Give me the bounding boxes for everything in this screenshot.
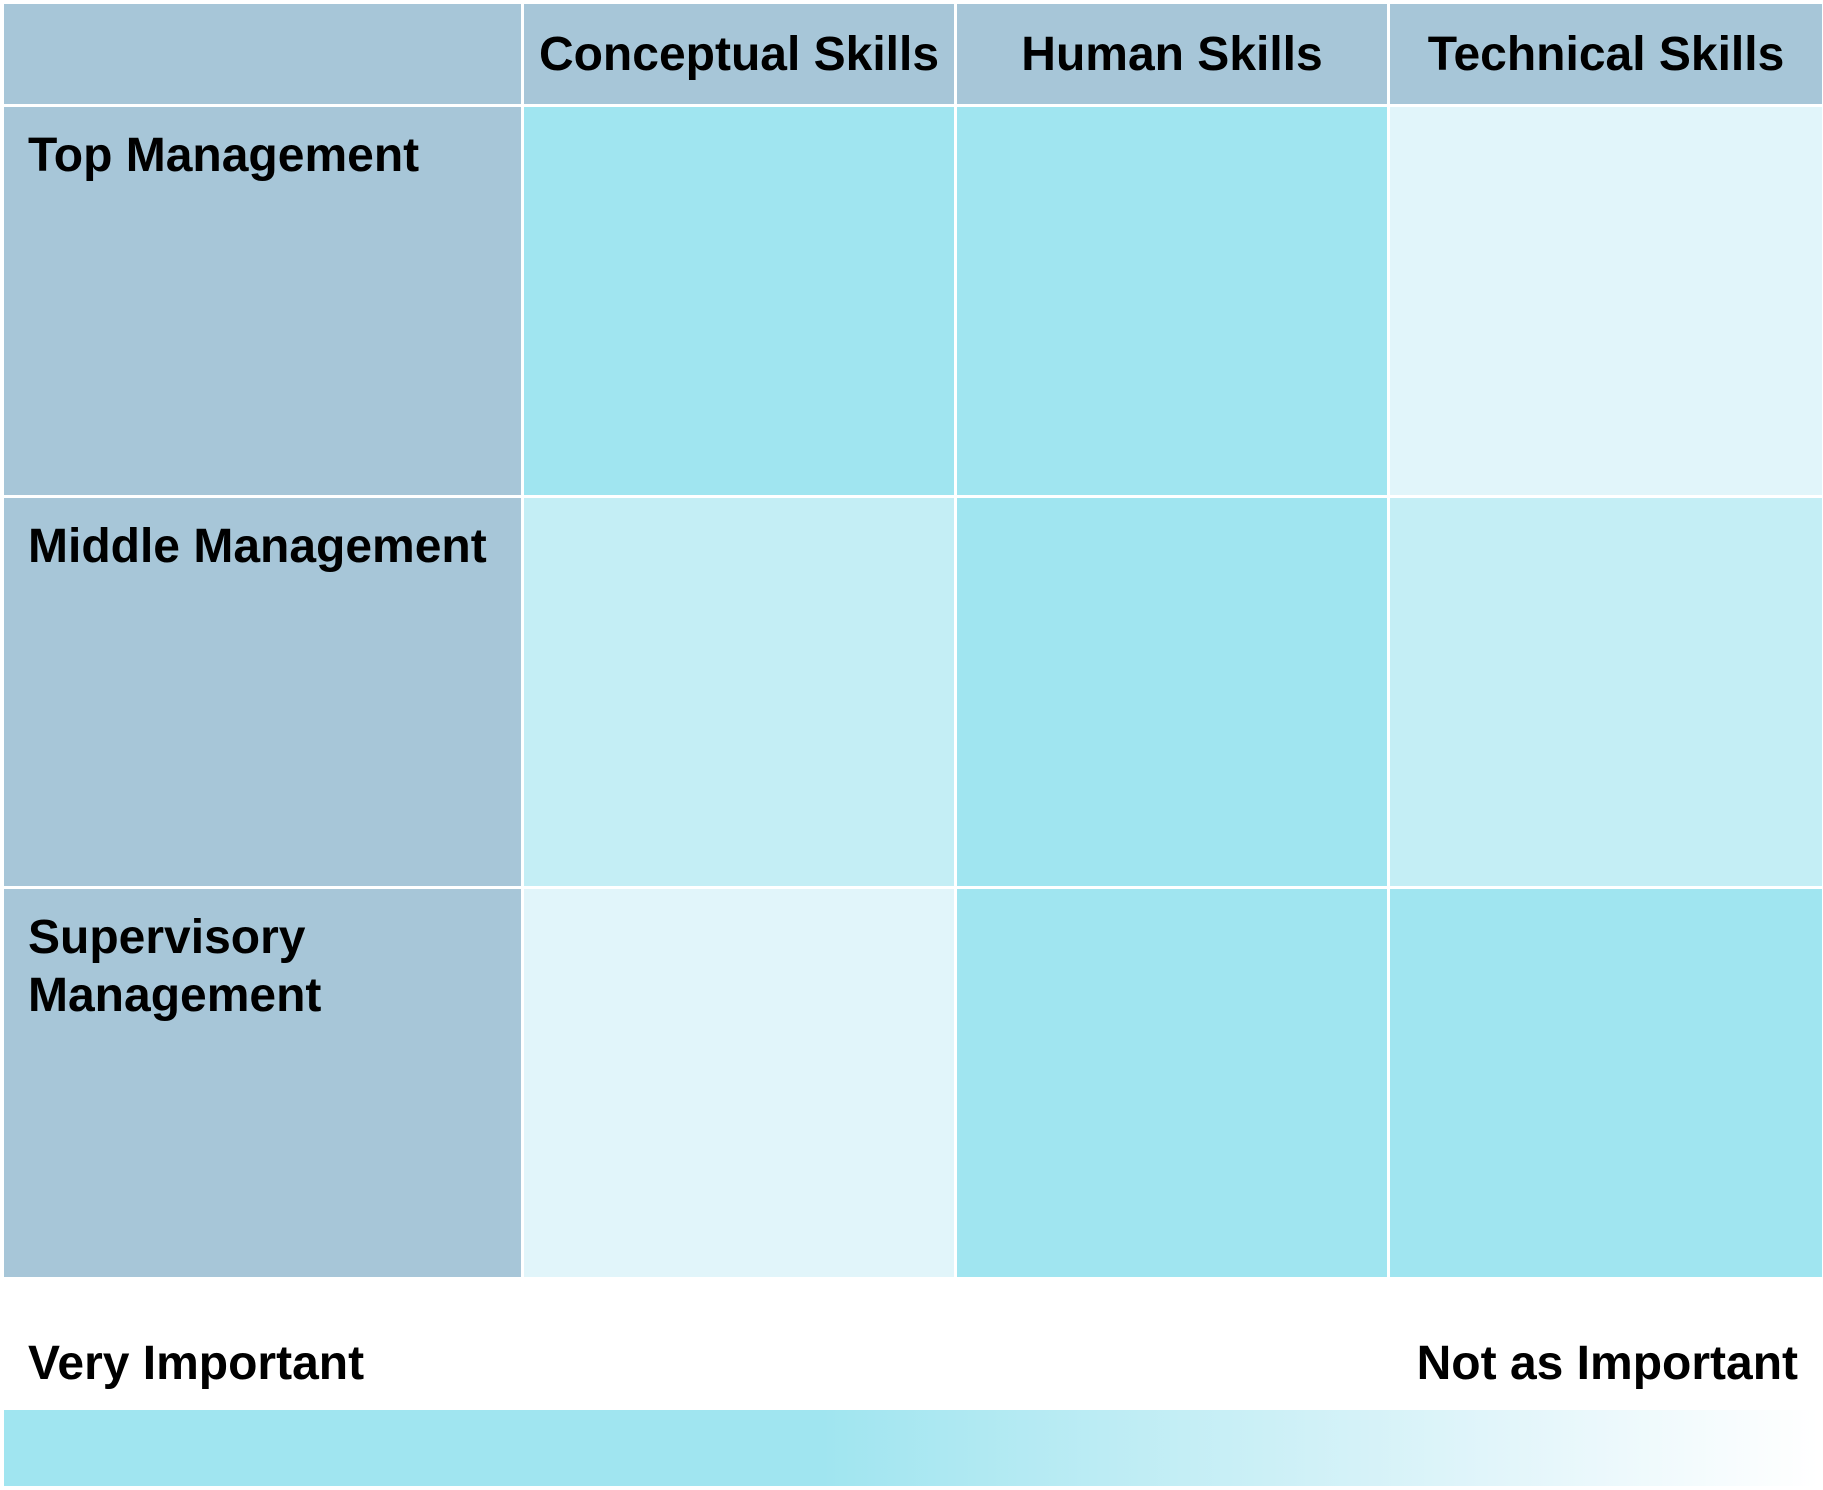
cell-middle-human <box>957 498 1387 886</box>
cell-middle-technical <box>1390 498 1822 886</box>
row-label-top-management: Top Management <box>4 107 521 495</box>
cell-middle-conceptual <box>524 498 954 886</box>
cell-supervisory-human <box>957 889 1387 1277</box>
legend-very-important-label: Very Important <box>28 1337 365 1390</box>
legend-not-as-important-label: Not as Important <box>1416 1337 1798 1390</box>
column-header-technical-skills: Technical Skills <box>1390 4 1822 104</box>
row-label-supervisory-management: Supervisory Management <box>4 889 521 1277</box>
cell-top-conceptual <box>524 107 954 495</box>
importance-gradient-bar <box>4 1410 1819 1486</box>
cell-top-human <box>957 107 1387 495</box>
cell-supervisory-conceptual <box>524 889 954 1277</box>
column-header-conceptual-skills: Conceptual Skills <box>524 4 954 104</box>
skills-matrix: Conceptual Skills Human Skills Technical… <box>4 4 1822 1280</box>
cell-supervisory-technical <box>1390 889 1822 1277</box>
row-label-middle-management: Middle Management <box>4 498 521 886</box>
column-header-human-skills: Human Skills <box>957 4 1387 104</box>
cell-top-technical <box>1390 107 1822 495</box>
corner-cell <box>4 4 521 104</box>
